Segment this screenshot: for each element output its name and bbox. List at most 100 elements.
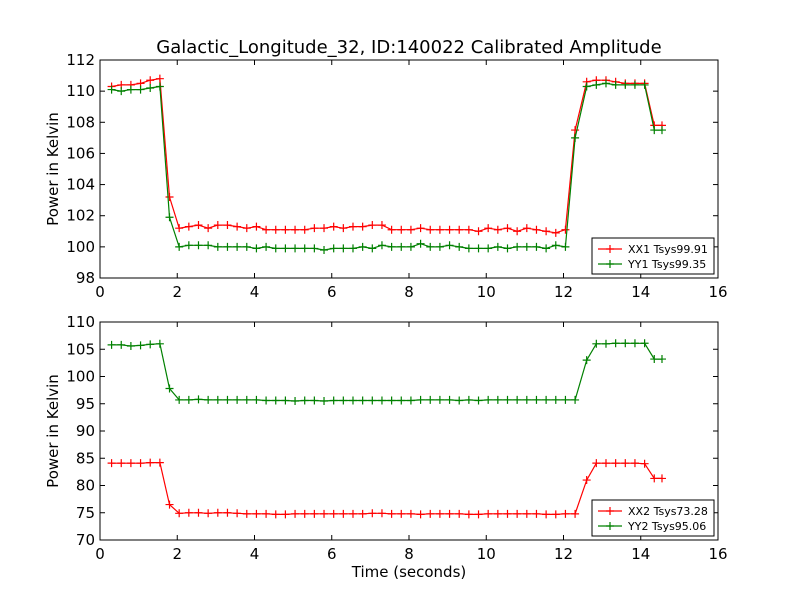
x-tick-label: 2 [172, 545, 182, 563]
data-point [233, 395, 242, 404]
x-tick-label: 4 [250, 545, 260, 563]
data-point [271, 396, 280, 405]
y-tick-label: 100 [66, 368, 95, 386]
data-point [650, 355, 659, 364]
data-point [601, 459, 610, 468]
legend-label: YY2 Tsys95.06 [627, 520, 706, 533]
data-point [339, 244, 348, 253]
data-point [194, 241, 203, 250]
data-point [213, 242, 222, 251]
y-tick-label: 98 [76, 269, 95, 287]
data-point [406, 396, 415, 405]
data-point [252, 244, 261, 253]
x-tick-label: 16 [708, 545, 727, 563]
data-point [175, 395, 184, 404]
data-point [445, 395, 454, 404]
data-point [551, 241, 560, 250]
data-point [213, 395, 222, 404]
data-point [329, 509, 338, 518]
data-point [184, 395, 193, 404]
data-point [358, 242, 367, 251]
data-point [532, 242, 541, 251]
y-tick-label: 90 [76, 422, 95, 440]
data-point [426, 242, 435, 251]
x-tick-label: 2 [172, 283, 182, 301]
data-point [155, 82, 164, 91]
data-point [194, 508, 203, 517]
data-point [551, 510, 560, 519]
data-point [551, 228, 560, 237]
data-point [493, 509, 502, 518]
data-point [571, 395, 580, 404]
data-point [621, 459, 630, 468]
data-point [107, 85, 116, 94]
data-point [397, 225, 406, 234]
data-point [503, 244, 512, 253]
data-point [416, 395, 425, 404]
legend-box [591, 499, 715, 537]
data-point [213, 221, 222, 230]
data-point [146, 84, 155, 93]
data-point [223, 395, 232, 404]
data-point [194, 395, 203, 404]
data-point [204, 395, 213, 404]
chart-title: Galactic_Longitude_32, ID:140022 Calibra… [156, 37, 661, 58]
y-tick-label: 104 [66, 176, 95, 194]
data-point [271, 510, 280, 519]
data-point [542, 395, 551, 404]
x-tick-label: 4 [250, 283, 260, 301]
data-point [165, 500, 174, 509]
legend-box [591, 237, 715, 275]
data-point [650, 474, 659, 483]
data-point [329, 244, 338, 253]
data-point [126, 85, 135, 94]
data-point [184, 222, 193, 231]
legend-label: XX2 Tsys73.28 [628, 505, 708, 518]
data-point [387, 509, 396, 518]
data-point [650, 126, 659, 135]
x-tick-label: 8 [404, 545, 414, 563]
data-point [300, 509, 309, 518]
data-point [522, 242, 531, 251]
data-point [320, 245, 329, 254]
data-point [445, 509, 454, 518]
data-point [464, 225, 473, 234]
data-point [532, 509, 541, 518]
data-point [242, 395, 251, 404]
data-point [630, 80, 639, 89]
y-tick-label: 105 [66, 340, 95, 358]
x-tick-label: 0 [95, 545, 105, 563]
y-tick-label: 70 [76, 531, 95, 549]
data-point [320, 509, 329, 518]
x-tick-label: 6 [327, 545, 337, 563]
data-point [242, 224, 251, 233]
data-point [493, 395, 502, 404]
data-point [455, 242, 464, 251]
data-point [611, 80, 620, 89]
legend-marker [606, 245, 614, 253]
data-point [223, 242, 232, 251]
data-point [262, 396, 271, 405]
data-point [204, 241, 213, 250]
data-point [329, 222, 338, 231]
x-tick-label: 0 [95, 283, 105, 301]
data-point [184, 508, 193, 517]
data-point [107, 459, 116, 468]
data-point [611, 459, 620, 468]
data-point [291, 509, 300, 518]
data-point [503, 395, 512, 404]
data-point [522, 509, 531, 518]
data-point [484, 244, 493, 253]
data-point [493, 225, 502, 234]
data-point [146, 340, 155, 349]
data-point [551, 395, 560, 404]
data-point [474, 510, 483, 519]
y-axis-label: Power in Kelvin [44, 112, 62, 226]
data-point [155, 339, 164, 348]
panel-1: 0 2 4 6 8 10 12 14 16 98 100 102 104 106 108 110 112 Powe… [44, 51, 728, 301]
data-point [155, 74, 164, 83]
data-point [406, 509, 415, 518]
data-point [484, 509, 493, 518]
data-point [630, 339, 639, 348]
